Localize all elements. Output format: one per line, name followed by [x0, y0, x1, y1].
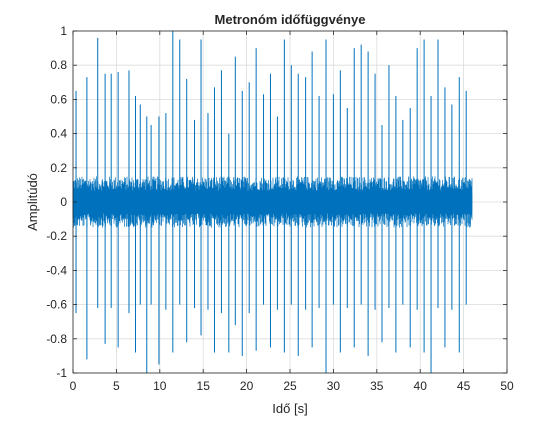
y-tick-label: 1 — [60, 24, 67, 38]
y-tick-label: 0.8 — [50, 58, 67, 72]
y-tick-label: 0 — [60, 195, 67, 209]
x-tick-label: 40 — [414, 379, 428, 393]
x-tick-label: 45 — [457, 379, 471, 393]
x-tick-label: 15 — [197, 379, 211, 393]
plot-lines — [72, 31, 473, 373]
y-axis-title: Amplitúdó — [25, 173, 40, 231]
y-tick-label: 0.6 — [50, 92, 67, 106]
x-tick-label: 10 — [153, 379, 167, 393]
x-tick-label: 5 — [113, 379, 120, 393]
x-tick-label: 30 — [327, 379, 341, 393]
signal-noise-core — [73, 193, 473, 211]
y-tick-label: 0.4 — [50, 127, 67, 141]
x-tick-label: 20 — [240, 379, 254, 393]
y-tick-label: -0.6 — [46, 298, 67, 312]
x-tick-label: 50 — [500, 379, 514, 393]
x-tick-label: 25 — [283, 379, 297, 393]
y-tick-label: -0.8 — [46, 332, 67, 346]
x-tick-label: 35 — [370, 379, 384, 393]
x-tick-labels: 0 5 10 15 20 25 30 35 40 45 50 — [70, 379, 514, 393]
y-tick-label: -0.2 — [46, 229, 67, 243]
chart-title: Metronóm időfüggvénye — [215, 12, 366, 27]
y-tick-label: 0.2 — [50, 161, 67, 175]
y-tick-label: -0.4 — [46, 263, 67, 277]
tick-marks — [72, 30, 508, 374]
y-tick-label: -1 — [56, 366, 67, 380]
x-tick-label: 0 — [70, 379, 77, 393]
x-axis-title: Idő [s] — [272, 401, 307, 416]
y-tick-labels: -1 -0.8 -0.6 -0.4 -0.2 0 0.2 0.4 0.6 0.8 1 — [46, 24, 67, 380]
